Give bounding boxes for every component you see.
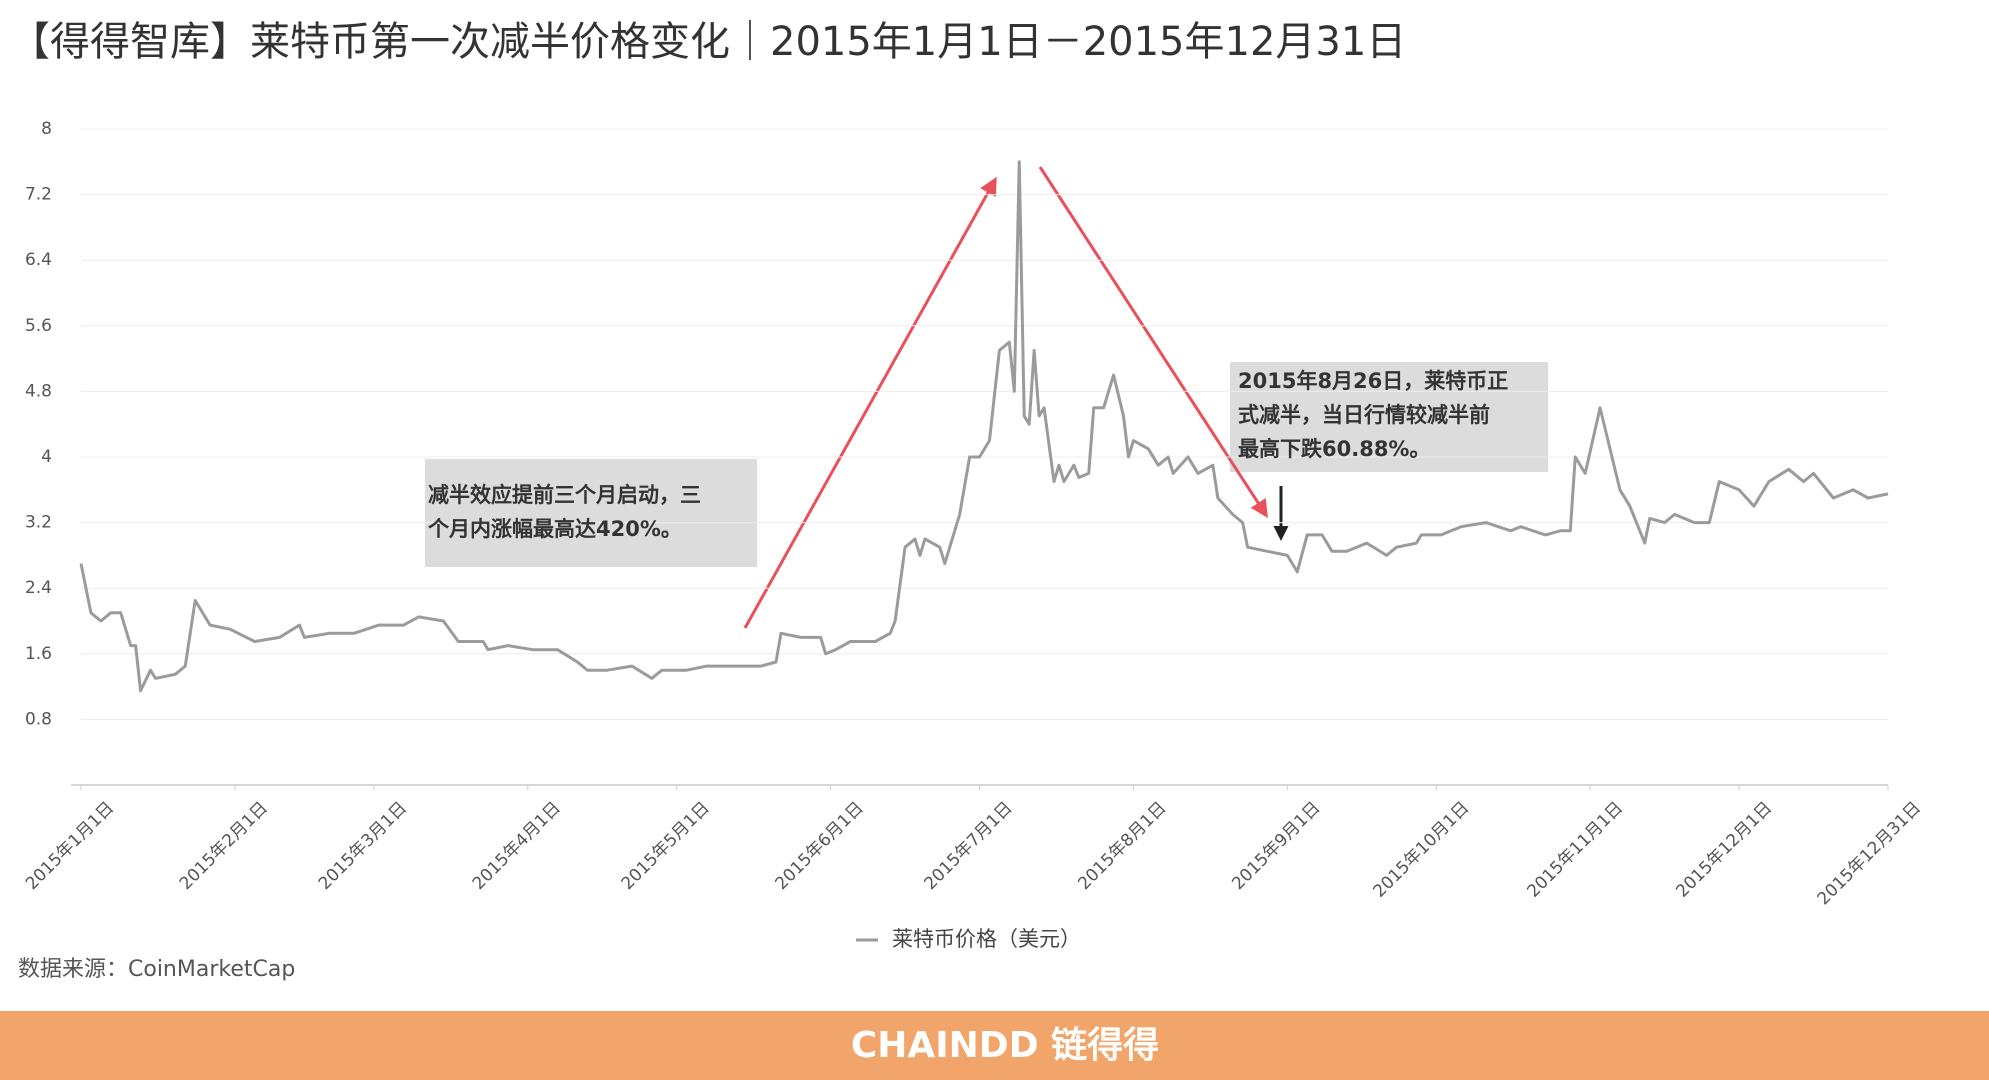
x-tick-label: 2015年11月1日 xyxy=(1523,798,1627,902)
arrow xyxy=(1038,166,1268,519)
x-tick-label: 2015年7月1日 xyxy=(921,798,1017,894)
y-tick-label: 7.2 xyxy=(25,185,52,205)
y-tick-label: 3.2 xyxy=(25,513,52,533)
source-note: 数据来源：CoinMarketCap xyxy=(18,957,295,982)
annotation-text: 2015年8月26日，莱特币正 xyxy=(1238,369,1508,393)
annotation-text: 减半效应提前三个月启动，三 xyxy=(428,483,701,507)
x-tick-label: 2015年3月1日 xyxy=(315,798,411,894)
x-tick-label: 2015年12月1日 xyxy=(1672,798,1776,902)
x-tick-label: 2015年9月1日 xyxy=(1228,798,1324,894)
x-tick-label: 2015年2月1日 xyxy=(176,798,272,894)
x-tick-label: 2015年10月1日 xyxy=(1370,798,1474,902)
y-tick-label: 4 xyxy=(41,447,52,467)
y-tick-label: 4.8 xyxy=(25,381,52,401)
y-tick-label: 8 xyxy=(41,119,52,139)
x-tick-label: 2015年6月1日 xyxy=(772,798,868,894)
x-tick-label: 2015年4月1日 xyxy=(469,798,565,894)
annotation-box xyxy=(425,459,757,567)
annotation-box xyxy=(1230,362,1548,472)
annotation-text: 式减半，当日行情较减半前 xyxy=(1238,403,1490,427)
y-tick-label: 2.4 xyxy=(25,578,52,598)
chart-title: 【得得智库】莱特币第一次减半价格变化｜2015年1月1日－2015年12月31日 xyxy=(10,19,1406,65)
legend-label: 莱特币价格（美元） xyxy=(892,927,1081,951)
annotation-text: 最高下跌60.88%。 xyxy=(1238,437,1430,461)
x-tick-label: 2015年12月31日 xyxy=(1814,798,1925,909)
y-tick-label: 0.8 xyxy=(25,709,52,729)
footer-bar xyxy=(0,1011,1989,1080)
price-line xyxy=(79,160,1889,693)
y-tick-label: 5.6 xyxy=(25,316,52,336)
y-tick-label: 1.6 xyxy=(25,644,52,664)
y-tick-label: 6.4 xyxy=(25,250,52,270)
annotation-text: 个月内涨幅最高达420%。 xyxy=(428,517,682,541)
x-tick-label: 2015年1月1日 xyxy=(22,798,118,894)
footer-logo: CHAINDD 链得得 xyxy=(851,1025,1159,1066)
x-tick-label: 2015年8月1日 xyxy=(1074,798,1170,894)
arrow xyxy=(743,176,997,629)
x-tick-label: 2015年5月1日 xyxy=(618,798,714,894)
